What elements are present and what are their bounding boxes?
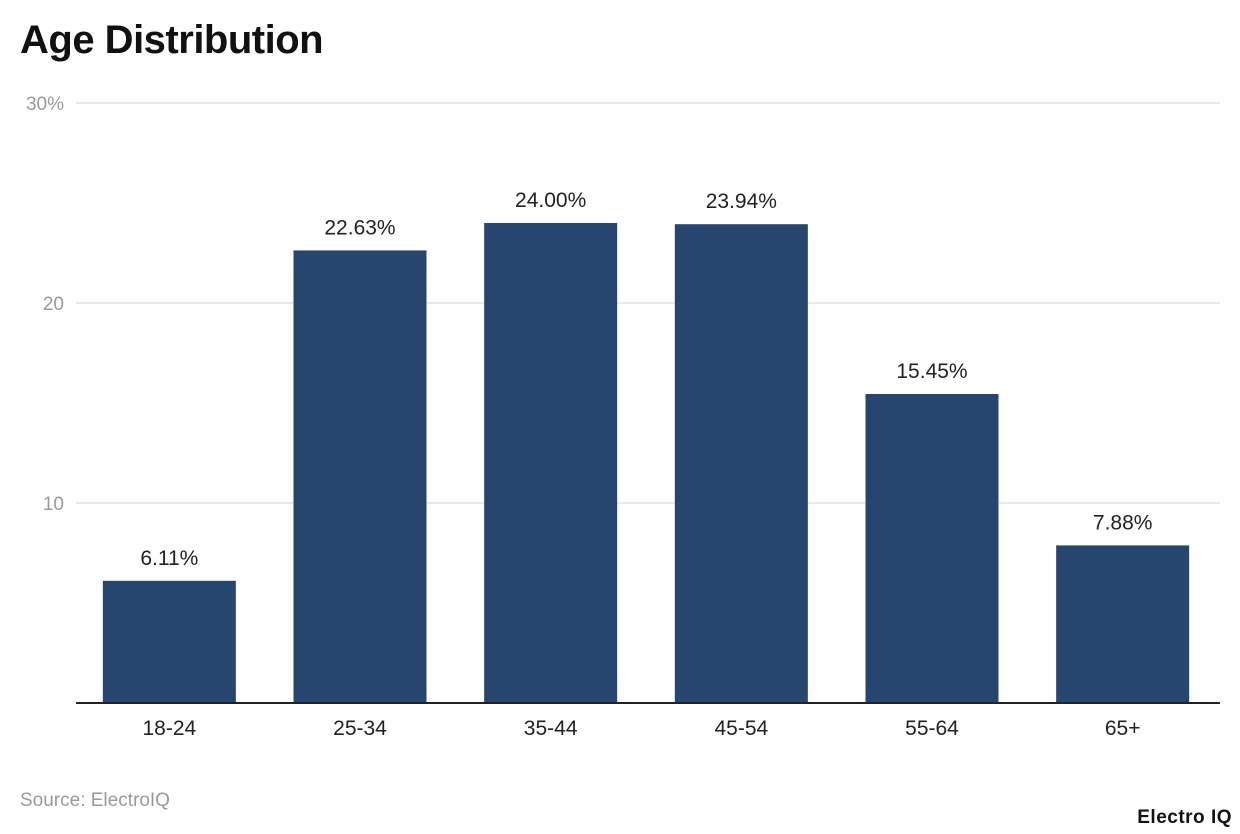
bar — [1056, 545, 1190, 703]
bar — [674, 224, 808, 703]
x-tick-label: 55-64 — [905, 717, 959, 740]
bar — [484, 223, 618, 703]
gridlines — [76, 102, 1220, 504]
x-tick-label: 25-34 — [333, 717, 387, 740]
data-label: 7.88% — [1093, 511, 1153, 534]
data-label: 23.94% — [706, 190, 777, 213]
brand-logo: Electro IQ — [1137, 807, 1232, 828]
y-tick-label: 20 — [43, 294, 64, 315]
x-tick-label: 65+ — [1105, 717, 1141, 740]
x-axis-ticks: 18-24 25-34 35-44 45-54 55-64 65+ — [142, 717, 1140, 740]
bars — [102, 223, 1190, 703]
source-note: Source: ElectroIQ — [20, 790, 170, 811]
y-tick-label: 10 — [43, 494, 64, 515]
data-labels: 6.11% 22.63% 24.00% 23.94% 15.45% 7.88% — [140, 189, 1152, 570]
bar — [293, 250, 427, 703]
y-axis-ticks: 10 20 30% — [26, 94, 64, 515]
y-tick-label: 30% — [26, 94, 64, 115]
bar — [102, 580, 236, 703]
x-tick-label: 45-54 — [714, 717, 768, 740]
data-label: 22.63% — [324, 216, 395, 239]
chart-title: Age Distribution — [20, 18, 324, 62]
data-label: 6.11% — [140, 547, 198, 570]
bar — [865, 394, 999, 703]
data-label: 15.45% — [896, 360, 967, 383]
x-tick-label: 18-24 — [142, 717, 196, 740]
x-tick-label: 35-44 — [524, 717, 578, 740]
data-label: 24.00% — [515, 189, 586, 212]
